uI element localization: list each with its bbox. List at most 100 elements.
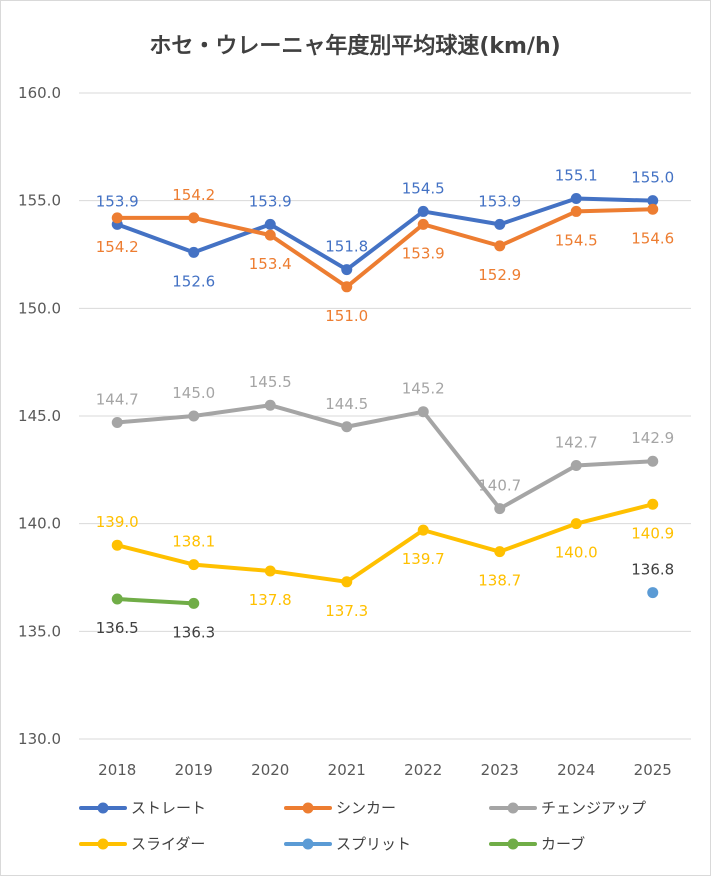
legend-swatch-marker [97, 838, 109, 850]
data-label: 136.3 [172, 623, 215, 641]
data-label: 137.3 [325, 602, 368, 620]
data-label: 145.2 [402, 380, 445, 398]
data-label: 142.9 [631, 429, 674, 447]
legend-label: チェンジアップ [541, 799, 646, 817]
data-point [494, 218, 506, 230]
data-label: 139.7 [402, 550, 445, 568]
data-label: 155.1 [555, 167, 598, 185]
x-tick-label: 2024 [557, 761, 595, 779]
legend-swatch-marker [507, 802, 519, 814]
data-point [264, 399, 276, 411]
data-label: 155.0 [631, 169, 674, 187]
series-line [115, 403, 655, 511]
data-point [647, 455, 659, 467]
y-tick-label: 155.0 [18, 192, 61, 210]
series-line [115, 502, 655, 584]
data-point [417, 205, 429, 217]
legend-label: シンカー [336, 799, 396, 817]
data-label: 136.5 [96, 619, 139, 637]
data-label: 154.6 [631, 229, 674, 247]
data-label: 144.7 [96, 390, 139, 408]
x-tick-label: 2021 [328, 761, 366, 779]
data-point [111, 593, 123, 605]
data-point [111, 212, 123, 224]
y-tick-label: 150.0 [18, 299, 61, 317]
data-label: 153.9 [249, 192, 292, 210]
data-point [111, 539, 123, 551]
legend-swatch-marker [97, 802, 109, 814]
data-point [417, 406, 429, 418]
x-tick-label: 2020 [251, 761, 289, 779]
y-tick-label: 160.0 [18, 84, 61, 102]
y-tick-label: 145.0 [18, 407, 61, 425]
data-label: 144.5 [325, 395, 368, 413]
data-label: 138.1 [172, 533, 215, 551]
series-line [115, 207, 655, 289]
data-point [647, 195, 659, 207]
data-point [570, 205, 582, 217]
data-label: 153.9 [478, 192, 521, 210]
y-axis-ticks: 130.0 135.0 140.0 145.0 150.0 155.0 160.0 [18, 84, 61, 748]
data-label: 154.5 [555, 231, 598, 249]
data-label: 145.0 [172, 384, 215, 402]
series-line [115, 597, 196, 606]
data-point [494, 503, 506, 515]
data-point [188, 212, 200, 224]
legend-label: スライダー [131, 835, 205, 853]
y-tick-label: 130.0 [18, 730, 61, 748]
data-point [341, 281, 353, 293]
legend-swatch-marker [302, 802, 314, 814]
series-line [115, 196, 655, 272]
data-label: 152.9 [478, 266, 521, 284]
data-point [264, 229, 276, 241]
data-label: 153.4 [249, 255, 292, 273]
data-point [188, 559, 200, 571]
data-label: 136.8 [631, 561, 674, 579]
data-label: 137.8 [249, 591, 292, 609]
data-point [417, 218, 429, 230]
data-label: 140.7 [478, 477, 521, 495]
x-tick-label: 2022 [404, 761, 442, 779]
legend-label: スプリット [336, 835, 411, 853]
legend-label: カーブ [541, 835, 585, 853]
data-label: 145.5 [249, 373, 292, 391]
data-point [188, 246, 200, 258]
legend-swatch-marker [507, 838, 519, 850]
data-point [188, 410, 200, 422]
data-label: 153.9 [402, 244, 445, 262]
data-point [647, 587, 659, 599]
data-label: 152.6 [172, 272, 215, 290]
x-tick-label: 2023 [481, 761, 519, 779]
data-point [341, 576, 353, 588]
data-label: 142.7 [555, 434, 598, 452]
data-point [647, 498, 659, 510]
data-point [111, 416, 123, 428]
data-point [264, 218, 276, 230]
data-point [570, 193, 582, 205]
data-label: 153.9 [96, 192, 139, 210]
x-tick-label: 2025 [634, 761, 672, 779]
data-label: 154.2 [172, 186, 215, 204]
data-label: 140.0 [555, 544, 598, 562]
data-point [264, 565, 276, 577]
data-point [570, 518, 582, 530]
data-label: 138.7 [478, 572, 521, 590]
data-label: 151.0 [325, 307, 368, 325]
data-point [417, 524, 429, 536]
data-label: 154.5 [402, 179, 445, 197]
y-tick-label: 140.0 [18, 515, 61, 533]
x-tick-label: 2019 [175, 761, 213, 779]
chart-title: ホセ・ウレーニャ年度別平均球速(km/h) [149, 33, 560, 59]
x-tick-label: 2018 [98, 761, 136, 779]
data-labels: 153.9 152.6 153.9 151.8 154.5 153.9 155.1 155.0… [96, 167, 674, 642]
data-point [188, 597, 200, 609]
data-point [647, 203, 659, 215]
data-label: 140.9 [631, 524, 674, 542]
data-label: 139.0 [96, 513, 139, 531]
data-point [341, 264, 353, 276]
data-label: 154.2 [96, 238, 139, 256]
data-point [341, 421, 353, 433]
